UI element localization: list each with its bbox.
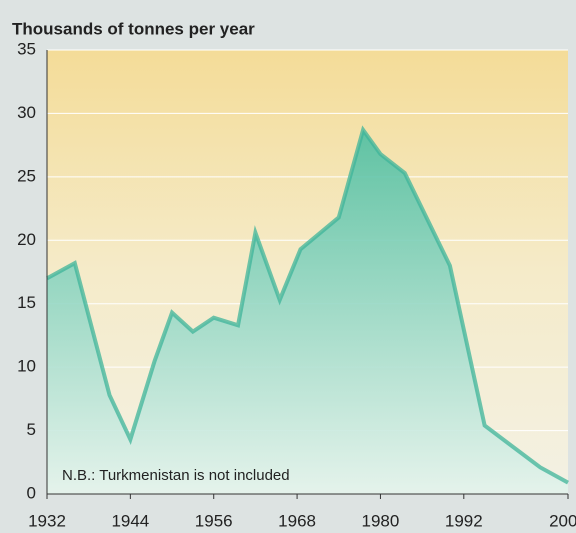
y-tick-label: 10 <box>17 357 36 376</box>
x-tick-label: 2007 <box>549 511 576 530</box>
line <box>46 125 569 485</box>
chart-title: Thousands of tonnes per year <box>12 19 255 38</box>
y-tick-label: 25 <box>17 166 36 185</box>
y-tick-label: 20 <box>17 230 36 249</box>
y-tick-label: 30 <box>17 103 36 122</box>
x-tick-label: 1980 <box>362 511 400 530</box>
x-tick-label: 1992 <box>445 511 483 530</box>
y-tick-label: 15 <box>17 293 36 312</box>
x-tick-label: 1968 <box>278 511 316 530</box>
y-tick-label: 0 <box>27 483 36 502</box>
area <box>47 129 568 495</box>
x-tick-label: 1956 <box>195 511 233 530</box>
x-tick-label: 1932 <box>28 511 66 530</box>
y-tick-label: 5 <box>27 420 36 439</box>
y-tick-label: 35 <box>17 39 36 58</box>
annotation: N.B.: Turkmenistan is not included <box>62 467 290 484</box>
x-tick-label: 1944 <box>111 511 149 530</box>
